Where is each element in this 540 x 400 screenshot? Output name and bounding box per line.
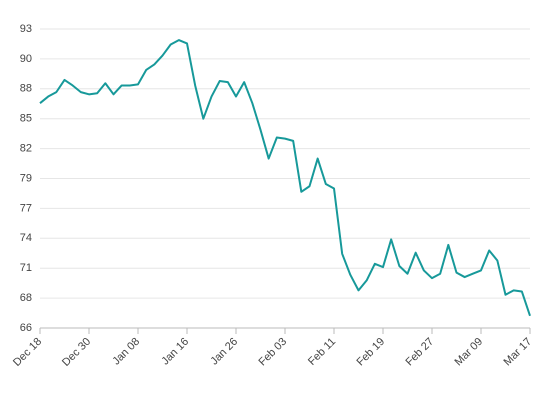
y-tick-label: 79 <box>20 172 32 184</box>
x-tick-label: Jan 26 <box>208 336 240 368</box>
y-tick-label: 74 <box>20 232 32 244</box>
x-tick-label: Feb 11 <box>306 336 338 368</box>
y-tick-label: 68 <box>20 292 32 304</box>
y-tick-label: 66 <box>20 322 32 334</box>
line <box>39 39 531 317</box>
y-tick-label: 88 <box>20 83 32 95</box>
y-tick-label: 82 <box>20 143 32 155</box>
x-tick-label: Jan 08 <box>110 336 142 368</box>
y-tick-label: 77 <box>20 202 32 214</box>
y-tick-label: 90 <box>20 53 32 65</box>
y-tick-label: 85 <box>20 113 32 125</box>
y-tick-label: 71 <box>20 262 32 274</box>
x-tick-label: Feb 27 <box>403 336 436 369</box>
x-tick-label: Mar 09 <box>452 336 485 369</box>
x-tick-label: Feb 19 <box>354 336 387 369</box>
x-tick-label: Dec 30 <box>60 336 93 369</box>
x-tick-label: Mar 17 <box>501 336 534 369</box>
x-tick-label: Feb 03 <box>256 336 289 369</box>
y-tick-label: 93 <box>20 23 32 35</box>
x-tick-label: Dec 18 <box>11 336 44 369</box>
x-tick-label: Jan 16 <box>159 336 191 368</box>
